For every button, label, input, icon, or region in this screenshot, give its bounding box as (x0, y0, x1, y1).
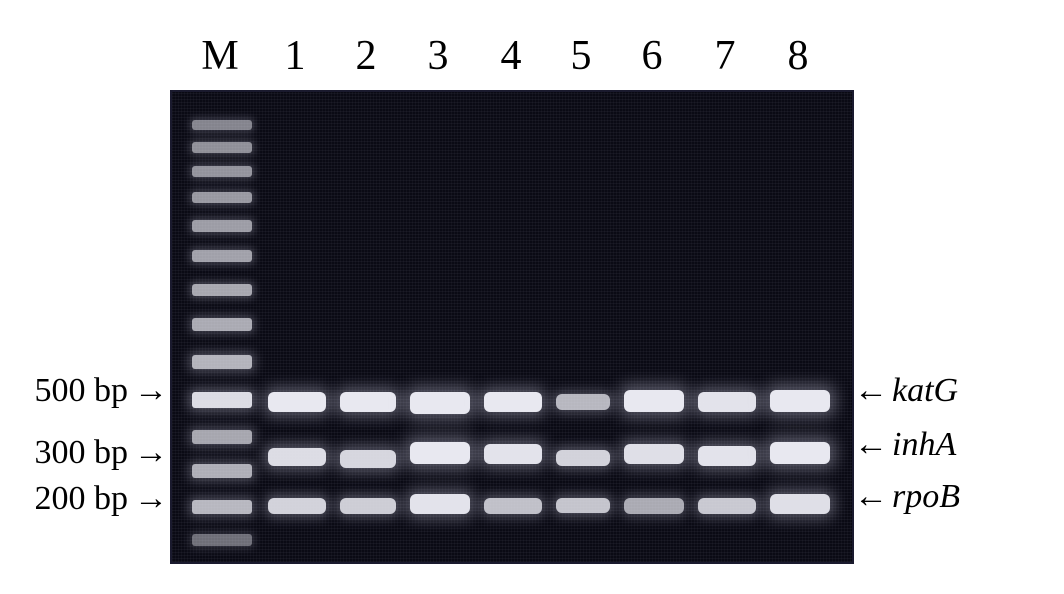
lane-header-row: M12345678 (20, 20, 1044, 80)
size-label-text: 300 bp (35, 436, 129, 470)
arrow-right-icon: → (134, 436, 168, 470)
band-200 (410, 494, 470, 514)
band-300 (624, 444, 684, 464)
band-300 (770, 442, 830, 464)
arrow-left-icon: ← (854, 374, 888, 408)
lane-2 (340, 92, 396, 562)
arrow-right-icon: → (134, 374, 168, 408)
arrow-left-icon: ← (854, 428, 888, 462)
gene-label-text: rpoB (892, 480, 960, 514)
band-200 (484, 498, 542, 514)
lane-7 (698, 92, 756, 562)
ladder-band (192, 192, 252, 203)
ladder-band (192, 120, 252, 130)
gene-label-inhA: ←inhA (854, 428, 956, 462)
band-300 (484, 444, 542, 464)
band-200 (268, 498, 326, 514)
band-500 (484, 392, 542, 412)
ladder-band (192, 534, 252, 546)
ladder-band (192, 284, 252, 296)
lane-8 (770, 92, 830, 562)
band-200 (556, 498, 610, 513)
lane-1 (268, 92, 326, 562)
gene-label-text: inhA (892, 428, 956, 462)
lane-label-2: 2 (346, 32, 386, 80)
band-500 (410, 392, 470, 414)
lane-5 (556, 92, 610, 562)
size-label-200-bp: 200 bp→ (35, 482, 169, 516)
lane-label-4: 4 (491, 32, 531, 80)
ladder-band (192, 464, 252, 478)
band-200 (770, 494, 830, 514)
size-label-300-bp: 300 bp→ (35, 436, 169, 470)
ladder-band (192, 142, 252, 153)
lane-label-6: 6 (632, 32, 672, 80)
lane-3 (410, 92, 470, 562)
gene-label-rpoB: ←rpoB (854, 480, 960, 514)
ladder-band (192, 220, 252, 232)
lane-label-7: 7 (705, 32, 745, 80)
band-500 (556, 394, 610, 410)
band-300 (268, 448, 326, 466)
lane-label-3: 3 (418, 32, 458, 80)
size-label-500-bp: 500 bp→ (35, 374, 169, 408)
ladder-band (192, 166, 252, 177)
gene-label-katG: ←katG (854, 374, 958, 408)
ladder-band (192, 355, 252, 369)
lane-label-5: 5 (561, 32, 601, 80)
arrow-left-icon: ← (854, 480, 888, 514)
band-200 (698, 498, 756, 514)
band-500 (770, 390, 830, 412)
lane-label-M: M (200, 32, 240, 80)
lane-4 (484, 92, 542, 562)
band-200 (624, 498, 684, 514)
band-500 (268, 392, 326, 412)
arrow-right-icon: → (134, 482, 168, 516)
gene-label-text: katG (892, 374, 958, 408)
band-500 (698, 392, 756, 412)
band-300 (698, 446, 756, 466)
lane-M (192, 92, 252, 562)
gel-figure: M12345678 500 bp→300 bp→200 bp→ ←katG←in… (20, 20, 1044, 574)
lane-label-1: 1 (275, 32, 315, 80)
band-500 (624, 390, 684, 412)
band-300 (410, 442, 470, 464)
band-500 (340, 392, 396, 412)
ladder-band (192, 318, 252, 331)
lane-6 (624, 92, 684, 562)
ladder-band (192, 392, 252, 408)
gene-labels: ←katG←inhA←rpoB (852, 90, 1042, 560)
band-300 (340, 450, 396, 468)
ladder-band (192, 250, 252, 262)
size-label-text: 500 bp (35, 374, 129, 408)
band-200 (340, 498, 396, 514)
lane-label-8: 8 (778, 32, 818, 80)
band-300 (556, 450, 610, 466)
gel-image-area (170, 90, 854, 564)
size-label-text: 200 bp (35, 482, 129, 516)
ladder-band (192, 500, 252, 514)
size-marker-labels: 500 bp→300 bp→200 bp→ (20, 90, 170, 560)
ladder-band (192, 430, 252, 444)
